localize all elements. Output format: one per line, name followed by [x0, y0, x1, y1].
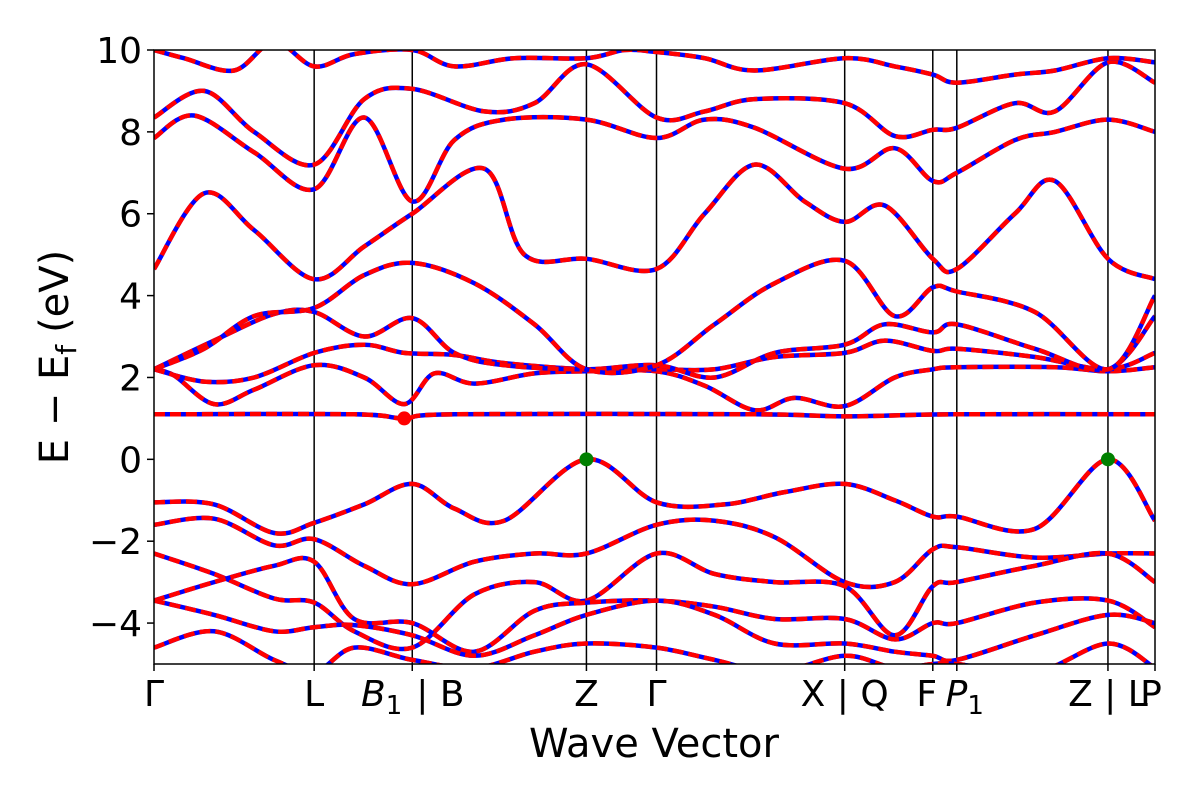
- band-13-red: [154, 598, 1155, 664]
- y-axis-label-subscript: f: [50, 344, 83, 355]
- x-tick-label-5: Γ: [646, 674, 666, 715]
- plot-frame: [153, 49, 1156, 665]
- x-tick-label-0: Γ: [144, 674, 164, 715]
- y-tick-label-1: 8: [119, 113, 142, 154]
- marker-cbm-0: [397, 411, 412, 426]
- x-tick-label-8: P1: [946, 674, 984, 721]
- y-tick-label-3: 4: [119, 277, 142, 318]
- band-5-red: [154, 162, 1155, 282]
- x-axis-ticks: Γ L B1 | B Z Γ X | Q F P1 Z | LP: [144, 664, 1162, 721]
- y-axis-label-main: E − E: [32, 355, 78, 465]
- x-tick-label-3: | B: [416, 674, 464, 715]
- x-tick-label-10: P: [1140, 674, 1162, 715]
- band-4-red: [154, 411, 1155, 421]
- band-11-red: [154, 550, 1155, 652]
- marker-vbm-2: [1100, 452, 1115, 467]
- band-6-red: [154, 113, 1155, 204]
- y-axis-ticks: 10 8 6 4 2 0 −2 −4: [89, 31, 154, 645]
- band-14-blue: [154, 628, 1153, 664]
- marker-vbm-1: [579, 452, 594, 467]
- band-9-red: [154, 457, 1155, 536]
- y-tick-label-2: 6: [119, 195, 142, 236]
- x-tick-label-2: B1: [361, 674, 402, 721]
- band-3-blue: [154, 257, 1155, 376]
- x-tick-label-9: Z | L: [1068, 674, 1148, 715]
- band-10-red: [154, 515, 1155, 590]
- y-tick-label-6: −2: [89, 522, 142, 563]
- x-tick-label-1: L: [304, 674, 324, 715]
- band-2-red: [154, 307, 1155, 380]
- x-tick-label-6: X | Q: [801, 674, 889, 715]
- band-1-red: [154, 338, 1155, 385]
- extrema-markers: [397, 411, 1115, 467]
- y-tick-label-5: 0: [119, 440, 142, 481]
- y-tick-label-7: −4: [89, 604, 142, 645]
- band-7-red: [154, 59, 1155, 168]
- x-tick-label-7: F: [916, 674, 937, 715]
- k-point-divider-lines: [313, 50, 1109, 664]
- x-axis-label: Wave Vector: [529, 721, 780, 767]
- y-tick-label-4: 2: [119, 358, 142, 399]
- y-axis-label-unit: (eV): [32, 250, 78, 333]
- y-tick-label-0: 10: [96, 31, 142, 72]
- x-tick-label-4: Z: [574, 674, 599, 715]
- y-axis-label: E − Ef (eV): [32, 250, 83, 465]
